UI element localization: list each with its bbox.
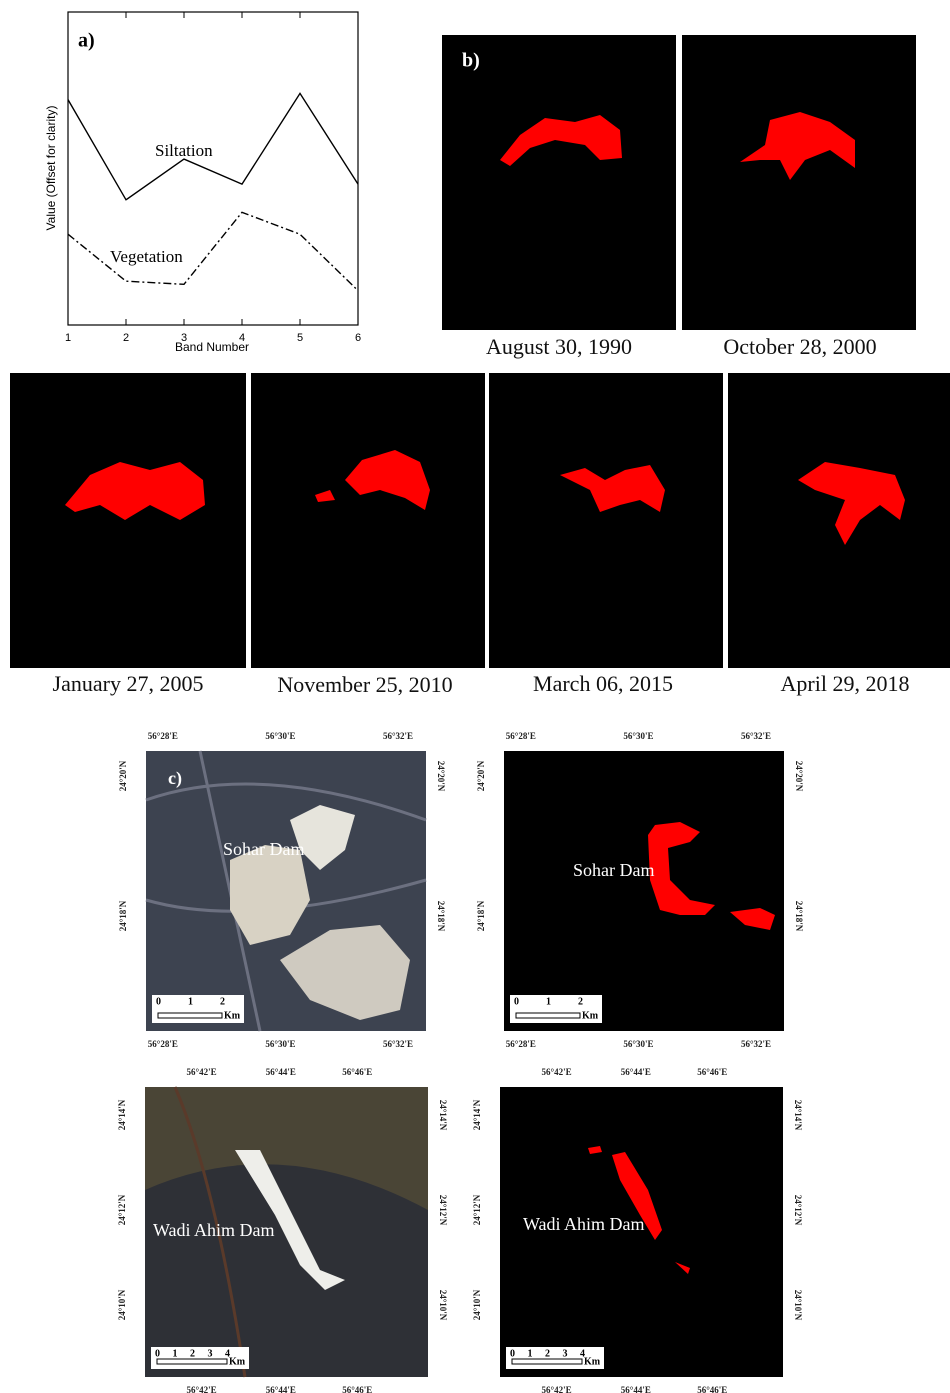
place-label: Sohar Dam <box>573 860 654 880</box>
latitude-label: 24°20'N <box>118 760 128 791</box>
longitude-label: 56°32'E <box>383 1039 413 1049</box>
x-tick-label: 3 <box>181 332 187 344</box>
latitude-label: 24°14'N <box>472 1099 482 1130</box>
scale-label: Km <box>584 1356 601 1367</box>
longitude-label: 56°28'E <box>506 1039 536 1049</box>
date-caption: August 30, 1990 <box>486 334 632 359</box>
date-caption: April 29, 2018 <box>781 671 910 696</box>
longitude-label: 56°32'E <box>741 731 771 741</box>
longitude-label: 56°44'E <box>266 1385 296 1393</box>
scale-label: Km <box>582 1010 599 1021</box>
longitude-label: 56°42'E <box>187 1385 217 1393</box>
scale-label: 1 <box>173 1348 178 1359</box>
longitude-label: 56°46'E <box>342 1067 372 1077</box>
panel-label: b) <box>462 50 480 72</box>
x-tick-label: 2 <box>123 332 129 344</box>
series-label: Vegetation <box>110 247 183 266</box>
latitude-label: 24°12'N <box>472 1194 482 1225</box>
longitude-label: 56°30'E <box>265 731 295 741</box>
latitude-label: 24°20'N <box>436 761 446 792</box>
longitude-label: 56°46'E <box>697 1067 727 1077</box>
scale-label: 0 <box>156 996 161 1007</box>
series-label: Siltation <box>155 141 213 160</box>
latitude-label: 24°12'N <box>438 1195 448 1226</box>
x-tick-label: 6 <box>355 332 361 344</box>
scale-label: 2 <box>220 996 225 1007</box>
scale-label: 2 <box>578 996 583 1007</box>
y-axis-label: Value (Offset for clarity) <box>44 106 58 231</box>
longitude-label: 56°28'E <box>148 731 178 741</box>
date-caption: November 25, 2010 <box>277 672 452 697</box>
scale-label: 0 <box>155 1348 160 1359</box>
longitude-label: 56°42'E <box>542 1067 572 1077</box>
scale-label: 1 <box>528 1348 533 1359</box>
longitude-label: 56°46'E <box>697 1385 727 1393</box>
longitude-label: 56°44'E <box>621 1067 651 1077</box>
place-label: Wadi Ahim Dam <box>523 1214 645 1234</box>
longitude-label: 56°30'E <box>265 1039 295 1049</box>
longitude-label: 56°32'E <box>741 1039 771 1049</box>
scale-label: 3 <box>208 1348 213 1359</box>
place-label: Wadi Ahim Dam <box>153 1220 275 1240</box>
panel-label: a) <box>78 30 95 52</box>
longitude-label: 56°32'E <box>383 731 413 741</box>
scale-label: 0 <box>514 996 519 1007</box>
longitude-label: 56°42'E <box>542 1385 572 1393</box>
latitude-label: 24°18'N <box>476 900 486 931</box>
x-tick-label: 1 <box>65 332 71 344</box>
latitude-label: 24°12'N <box>793 1195 803 1226</box>
date-caption: March 06, 2015 <box>533 671 673 696</box>
longitude-label: 56°44'E <box>621 1385 651 1393</box>
latitude-label: 24°10'N <box>438 1290 448 1321</box>
latitude-label: 24°20'N <box>476 760 486 791</box>
x-tick-label: 4 <box>239 332 245 344</box>
panel-label: c) <box>168 768 182 789</box>
scale-label: 1 <box>188 996 193 1007</box>
latitude-label: 24°14'N <box>438 1100 448 1131</box>
scale-label: Km <box>229 1356 246 1367</box>
latitude-label: 24°14'N <box>117 1099 127 1130</box>
scale-label: 3 <box>563 1348 568 1359</box>
longitude-label: 56°44'E <box>266 1067 296 1077</box>
latitude-label: 24°18'N <box>794 901 804 932</box>
latitude-label: 24°18'N <box>118 900 128 931</box>
scale-label: 0 <box>510 1348 515 1359</box>
x-tick-label: 5 <box>297 332 303 344</box>
latitude-label: 24°12'N <box>117 1194 127 1225</box>
scale-label: 1 <box>546 996 551 1007</box>
longitude-label: 56°28'E <box>148 1039 178 1049</box>
series-line <box>68 93 358 199</box>
longitude-label: 56°28'E <box>506 731 536 741</box>
figure: a) Band Number Value (Offset for clarity… <box>0 0 950 1393</box>
date-caption: October 28, 2000 <box>723 334 876 359</box>
latitude-label: 24°10'N <box>472 1289 482 1320</box>
longitude-label: 56°42'E <box>187 1067 217 1077</box>
scale-label: 2 <box>190 1348 195 1359</box>
date-caption: January 27, 2005 <box>53 671 204 696</box>
latitude-label: 24°10'N <box>117 1289 127 1320</box>
longitude-label: 56°30'E <box>623 731 653 741</box>
latitude-label: 24°10'N <box>793 1290 803 1321</box>
scale-label: 2 <box>545 1348 550 1359</box>
latitude-label: 24°14'N <box>793 1100 803 1131</box>
latitude-label: 24°20'N <box>794 761 804 792</box>
latitude-label: 24°18'N <box>436 901 446 932</box>
longitude-label: 56°46'E <box>342 1385 372 1393</box>
place-label: Sohar Dam <box>223 839 304 859</box>
longitude-label: 56°30'E <box>623 1039 653 1049</box>
scale-label: Km <box>224 1010 241 1021</box>
plot-frame <box>68 12 358 325</box>
